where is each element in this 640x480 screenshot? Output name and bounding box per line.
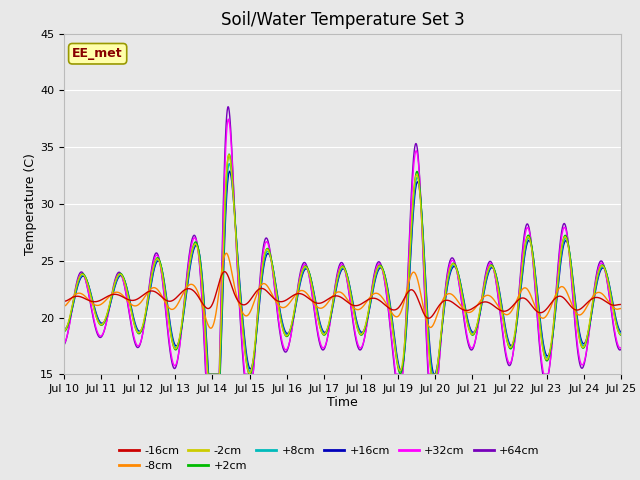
Title: Soil/Water Temperature Set 3: Soil/Water Temperature Set 3 xyxy=(221,11,464,29)
Legend: -16cm, -8cm, -2cm, +2cm, +8cm, +16cm, +32cm, +64cm: -16cm, -8cm, -2cm, +2cm, +8cm, +16cm, +3… xyxy=(114,441,544,476)
Text: EE_met: EE_met xyxy=(72,47,123,60)
Y-axis label: Temperature (C): Temperature (C) xyxy=(24,153,37,255)
X-axis label: Time: Time xyxy=(327,396,358,408)
